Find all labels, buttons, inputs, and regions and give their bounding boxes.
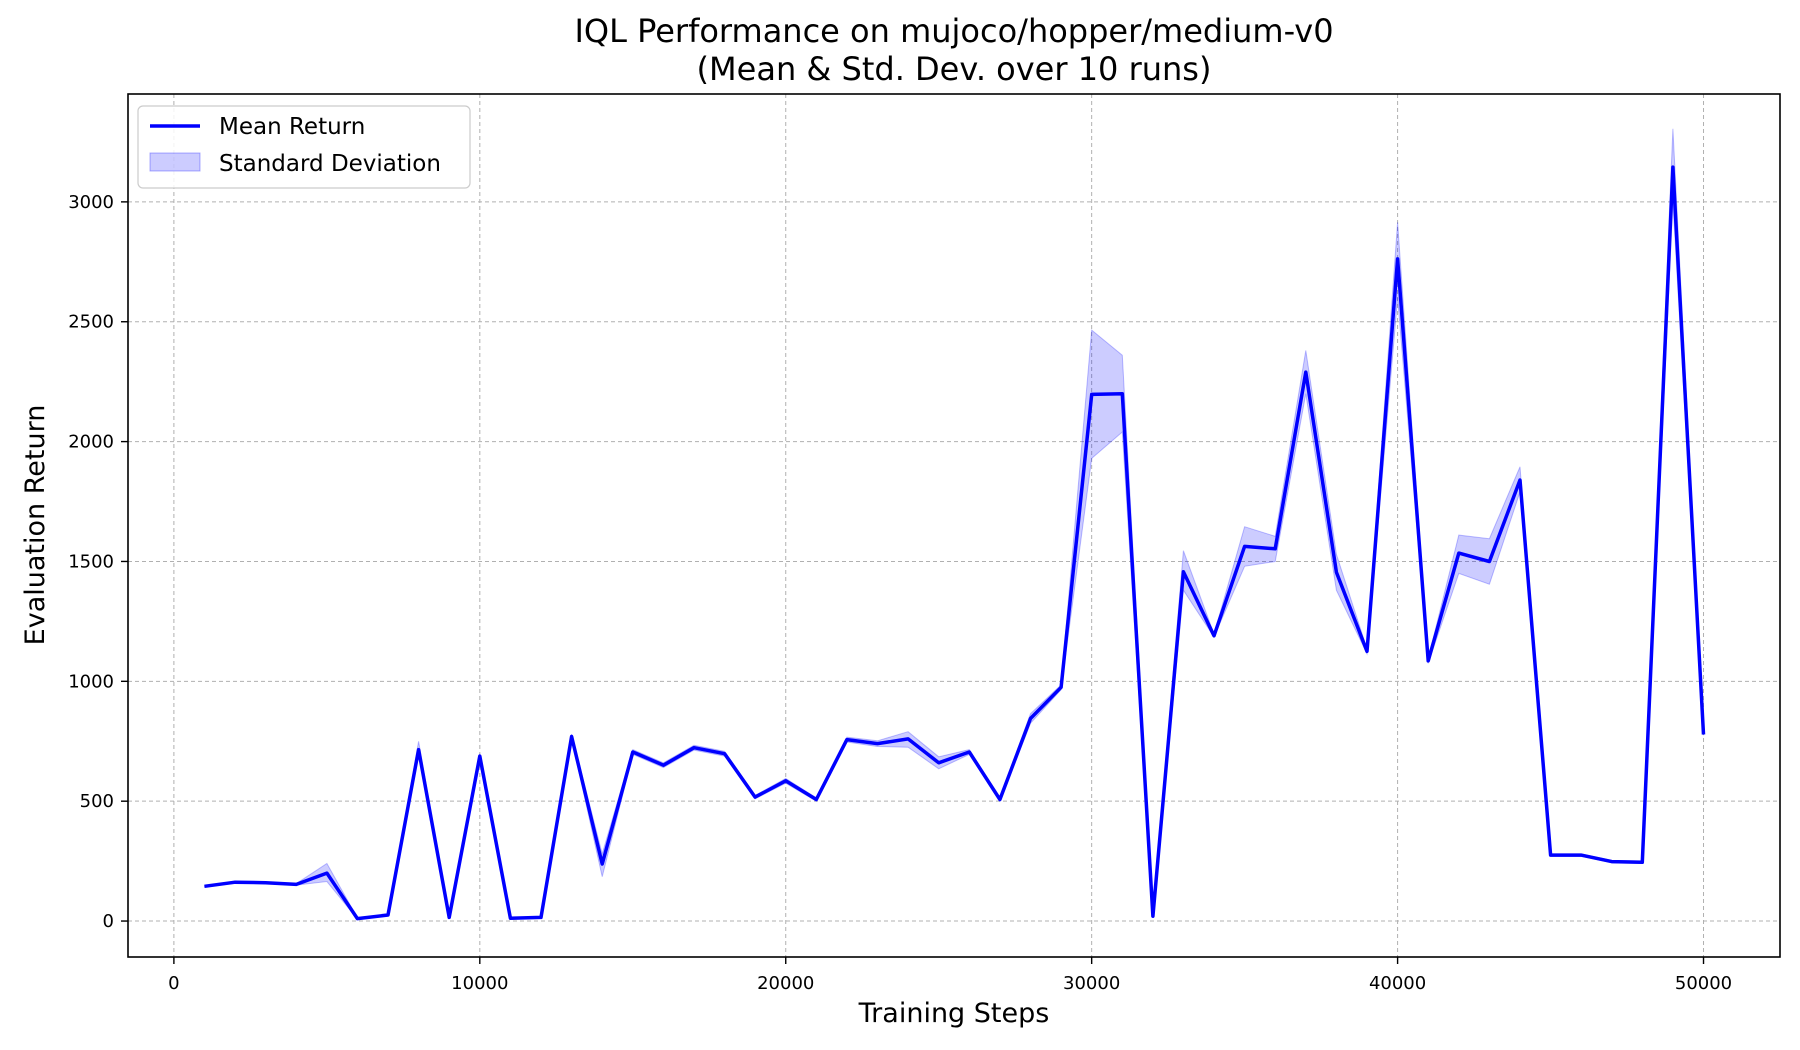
y-axis-ticks: 0 500 1000 1500 2000 2500 3000 (68, 192, 128, 932)
chart-title-line-2: (Mean & Std. Dev. over 10 runs) (697, 50, 1212, 88)
legend-mean-label: Mean Return (219, 114, 365, 140)
y-tick-label: 0 (103, 911, 114, 932)
mean-return-polyline (204, 165, 1706, 921)
std-dev-area (204, 128, 1704, 920)
x-tick-label: 20000 (757, 973, 814, 994)
x-axis-label: Training Steps (858, 998, 1050, 1029)
x-axis-ticks: 0 10000 20000 30000 40000 50000 (168, 957, 1732, 994)
plot-frame (127, 93, 1781, 958)
chart-title-line-1: IQL Performance on mujoco/hopper/medium-… (574, 12, 1333, 50)
y-axis-label: Evaluation Return (20, 405, 51, 646)
legend-std-label: Standard Deviation (219, 151, 441, 177)
chart-title: IQL Performance on mujoco/hopper/medium-… (574, 12, 1333, 88)
legend: Mean Return Standard Deviation (137, 105, 471, 189)
y-tick-label: 1000 (68, 671, 114, 692)
legend-std-swatch (149, 152, 201, 172)
y-tick-label: 2000 (68, 432, 114, 453)
y-tick-label: 2500 (68, 312, 114, 333)
mean-return-line (204, 165, 1706, 921)
grid (128, 94, 1780, 957)
y-tick-label: 3000 (68, 192, 114, 213)
y-tick-label: 1500 (68, 551, 114, 572)
legend-box (137, 105, 471, 189)
x-tick-label: 40000 (1369, 973, 1426, 994)
std-dev-band (204, 128, 1704, 920)
y-tick-label: 500 (80, 791, 114, 812)
x-tick-label: 10000 (451, 973, 508, 994)
x-tick-label: 30000 (1063, 973, 1120, 994)
x-tick-label: 50000 (1675, 973, 1732, 994)
x-tick-label: 0 (168, 973, 179, 994)
